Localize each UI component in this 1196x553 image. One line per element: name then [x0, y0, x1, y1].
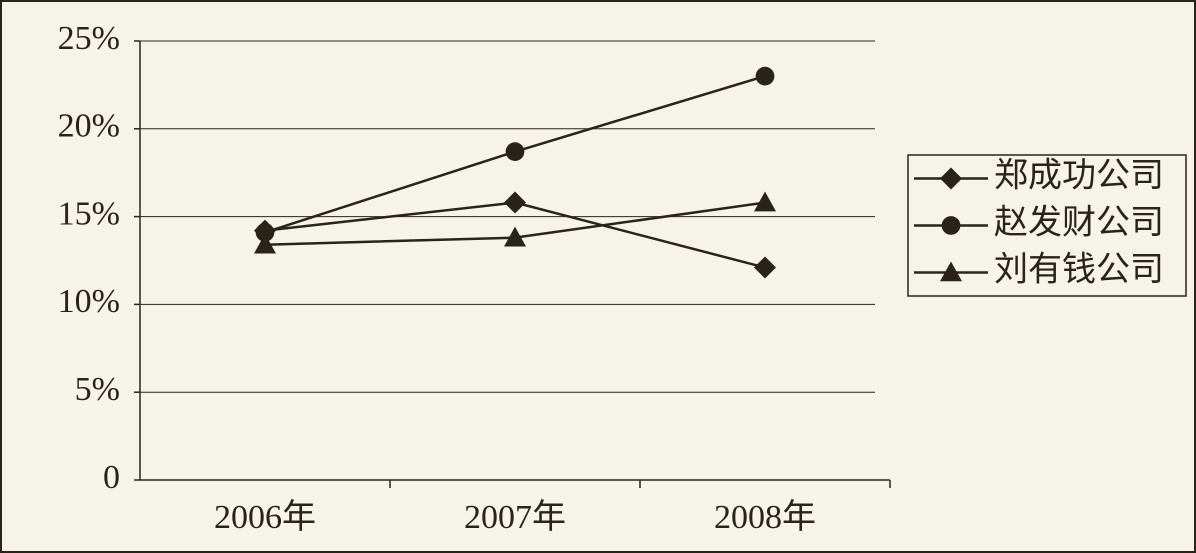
x-tick-label: 2007年 [464, 498, 566, 536]
marker-diamond [754, 256, 776, 279]
marker-triangle [504, 226, 526, 247]
marker-circle [755, 66, 775, 86]
x-tick-label: 2008年 [714, 498, 816, 536]
y-tick-label: 20% [58, 108, 120, 145]
marker-triangle [940, 261, 962, 282]
marker-circle [505, 142, 525, 161]
marker-diamond [940, 167, 962, 190]
marker-circle [941, 216, 961, 235]
legend-label: 郑成功公司 [994, 156, 1164, 194]
marker-diamond [504, 191, 526, 214]
y-tick-label: 10% [58, 283, 120, 320]
marker-circle [255, 223, 275, 242]
y-tick-label: 25% [58, 20, 120, 57]
marker-triangle [254, 233, 276, 254]
marker-triangle [754, 191, 776, 212]
legend-label: 赵发财公司 [994, 203, 1164, 241]
y-tick-label: 0 [103, 459, 120, 496]
y-tick-label: 5% [75, 371, 120, 408]
legend-box [907, 154, 1187, 297]
y-tick-label: 15% [58, 195, 120, 232]
x-tick-label: 2006年 [214, 498, 316, 536]
legend-label: 刘有钱公司 [994, 250, 1164, 288]
